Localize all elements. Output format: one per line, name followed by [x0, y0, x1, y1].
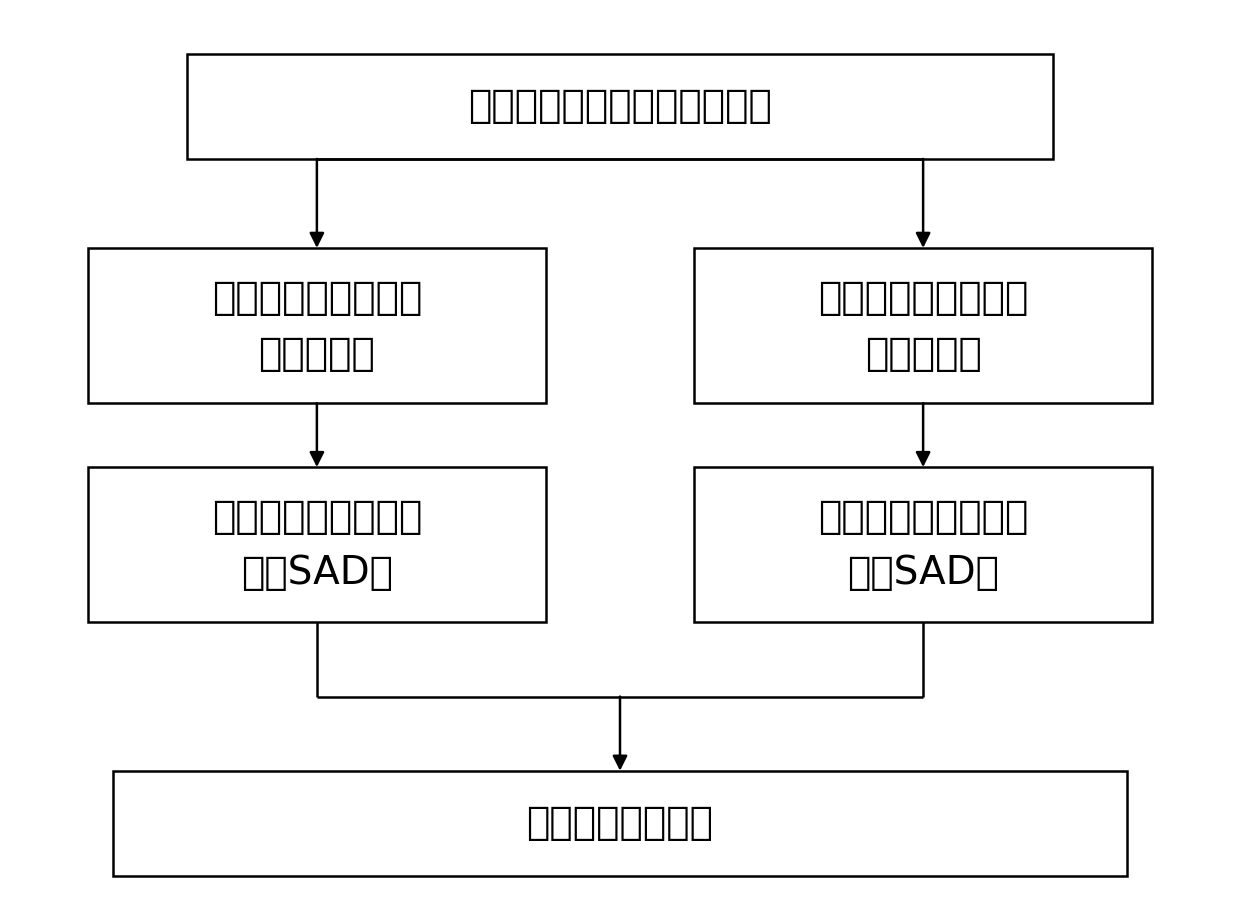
Text: 获取前一帧图像和当前帧图像: 获取前一帧图像和当前帧图像	[467, 87, 773, 125]
FancyBboxPatch shape	[113, 770, 1127, 876]
Text: 获取第二运动矢量和
第二SAD值: 获取第二运动矢量和 第二SAD值	[818, 497, 1028, 592]
FancyBboxPatch shape	[187, 54, 1053, 158]
FancyBboxPatch shape	[88, 467, 546, 622]
Text: 获取最终运动矢量: 获取最终运动矢量	[527, 804, 713, 843]
Text: 基于前向块匹配的双
向运动估计: 基于前向块匹配的双 向运动估计	[212, 278, 422, 373]
Text: 基于后向块匹配的双
向运动估计: 基于后向块匹配的双 向运动估计	[818, 278, 1028, 373]
Text: 获取第一运动矢量和
第一SAD值: 获取第一运动矢量和 第一SAD值	[212, 497, 422, 592]
FancyBboxPatch shape	[88, 248, 546, 403]
FancyBboxPatch shape	[694, 248, 1152, 403]
FancyBboxPatch shape	[694, 467, 1152, 622]
